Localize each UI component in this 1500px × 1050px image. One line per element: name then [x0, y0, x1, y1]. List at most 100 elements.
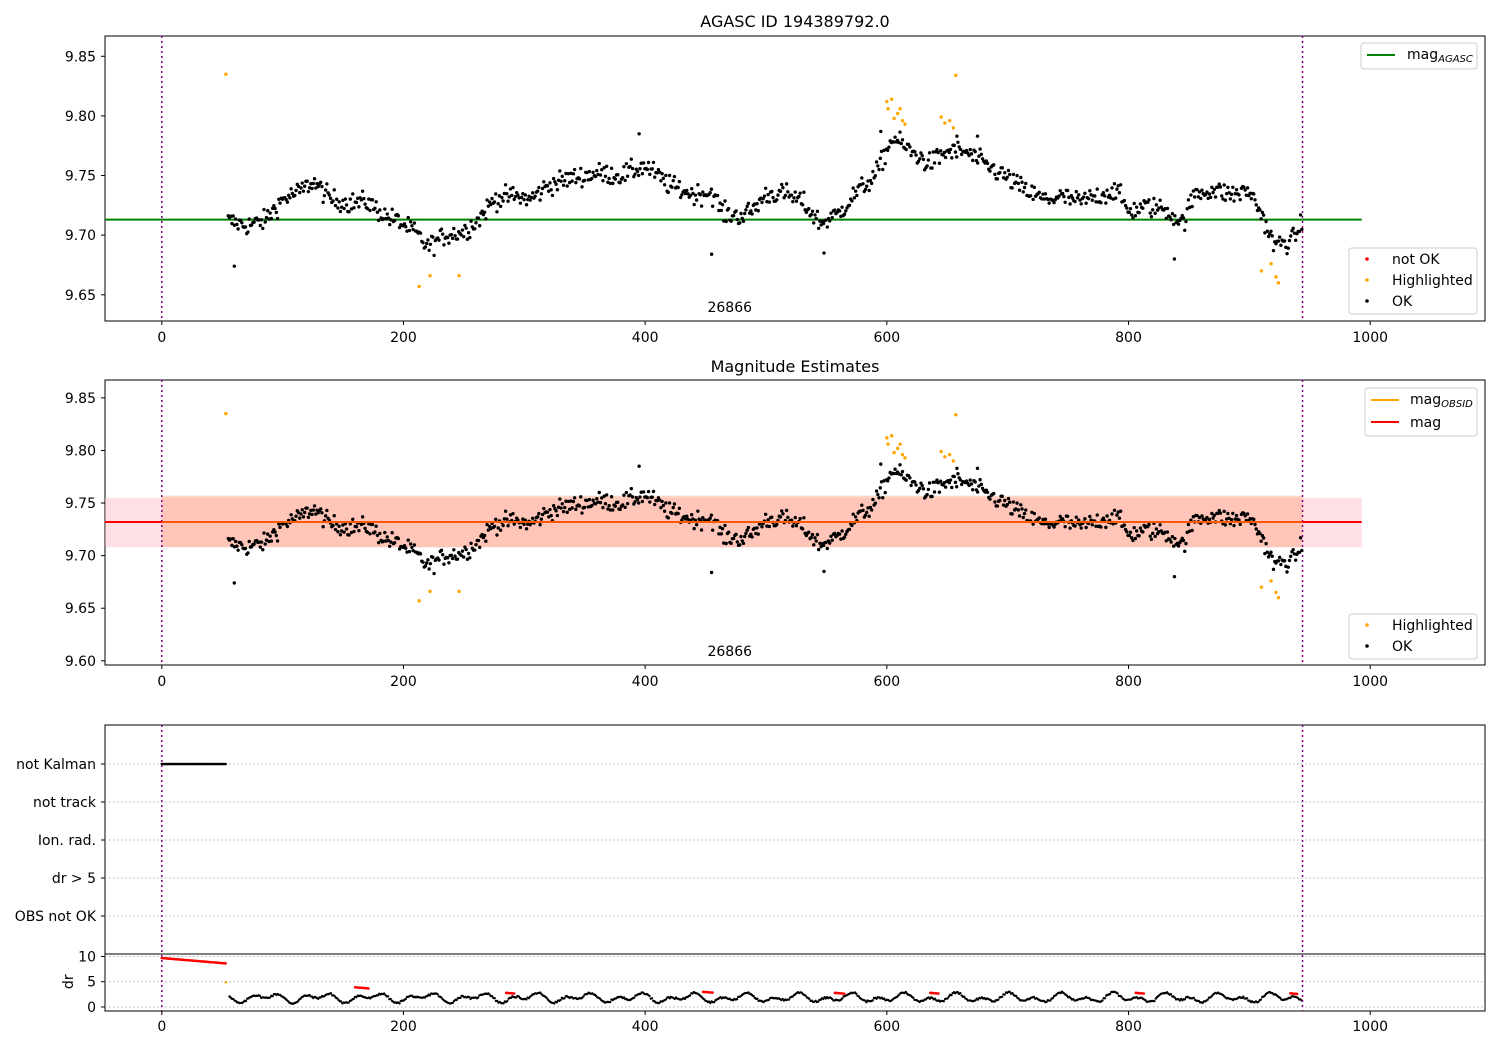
ok-point: [519, 195, 524, 200]
ok-point: [749, 532, 753, 537]
dr-point: [389, 997, 392, 1001]
ok-point: [980, 157, 985, 161]
ok-point: [412, 543, 417, 547]
ok-point: [374, 200, 378, 204]
ok-point: [1147, 198, 1151, 202]
ok-point: [1110, 512, 1114, 516]
ok-point: [743, 534, 747, 539]
ok-point: [871, 169, 875, 174]
ok-point: [1252, 192, 1256, 196]
ok-point: [492, 524, 497, 529]
ok-point: [1265, 229, 1270, 233]
dr-point: [545, 996, 548, 1000]
ok-point: [1032, 511, 1037, 516]
ok-point: [637, 173, 641, 178]
ok-point: [1137, 534, 1141, 538]
ok-point: [445, 235, 450, 240]
ok-point: [388, 544, 392, 549]
ok-point: [296, 184, 301, 189]
ok-point: [482, 533, 487, 538]
ok-point: [837, 209, 842, 213]
ok-point: [686, 192, 690, 196]
highlighted-point: [1259, 585, 1264, 589]
dr-point: [451, 1001, 454, 1005]
ok-point: [1099, 201, 1103, 205]
ok-point: [360, 515, 365, 519]
dr-point: [493, 997, 496, 1000]
ok-point: [952, 474, 956, 479]
agasc-magnitude-panel: AGASC ID 194389792.0 26866 0 200 400 600 800…: [65, 12, 1486, 346]
ok-point: [883, 161, 887, 166]
ok-point: [1104, 201, 1108, 205]
ok-point: [731, 536, 736, 541]
highlighted-point: [939, 115, 943, 119]
ok-point: [760, 200, 764, 205]
ok-point: [373, 206, 377, 211]
ok-point: [246, 551, 250, 555]
ok-point: [948, 478, 953, 482]
ok-point: [598, 173, 603, 177]
ok-point: [1067, 195, 1071, 200]
ok-point: [418, 552, 423, 556]
ok-point: [275, 539, 280, 543]
ok-point: [810, 532, 815, 537]
ok-point: [800, 203, 805, 207]
highlighted-point: [417, 284, 421, 289]
ok-point: [230, 221, 234, 226]
ok-point: [1077, 193, 1081, 197]
ok-point: [1207, 517, 1212, 522]
ok-point: [1300, 227, 1304, 232]
dr-point: [1003, 993, 1006, 996]
ok-point: [1216, 185, 1220, 189]
ok-point: [955, 466, 959, 471]
dr-not-ok-point: [1142, 992, 1146, 995]
ok-point: [661, 176, 666, 181]
ok-point: [635, 497, 640, 502]
ok-point: [311, 508, 316, 512]
ok-point: [618, 507, 622, 512]
ok-point: [781, 512, 785, 516]
ok-point: [360, 189, 365, 193]
ok-point: [767, 200, 772, 204]
ok-point: [931, 480, 935, 484]
ok-point: [969, 152, 974, 156]
ok-point: [311, 181, 316, 186]
ok-point: [1132, 201, 1136, 206]
ok-point: [1270, 554, 1274, 558]
ok-point: [310, 186, 314, 191]
ok-point: [558, 497, 562, 501]
obsid-label: 26866: [707, 644, 752, 660]
ok-point: [542, 506, 546, 511]
legend-marker-ok: [1365, 299, 1369, 303]
ok-point: [1282, 559, 1287, 563]
ok-point: [1218, 511, 1223, 515]
ok-point: [1095, 513, 1099, 517]
ok-point: [240, 542, 244, 547]
ok-point: [328, 196, 333, 201]
ok-point: [641, 490, 646, 494]
ok-point: [274, 210, 279, 215]
highlighted-point: [954, 73, 958, 78]
highlighted-point: [1259, 269, 1264, 273]
ok-point: [1276, 559, 1281, 563]
ok-point: [936, 150, 940, 155]
ok-point: [977, 484, 981, 488]
ok-point: [537, 511, 541, 516]
ok-point: [235, 544, 239, 548]
ok-point: [373, 530, 377, 534]
ok-point: [988, 169, 992, 173]
ok-point: [262, 207, 266, 212]
ok-point: [502, 191, 507, 196]
ok-point: [648, 500, 652, 504]
ok-point: [1218, 185, 1223, 189]
ok-point: [1261, 213, 1266, 217]
ok-point: [959, 482, 964, 487]
ok-point: [967, 483, 971, 488]
ok-point: [887, 476, 891, 480]
ok-point: [868, 178, 873, 183]
ok-point: [840, 205, 844, 209]
ok-point: [500, 195, 504, 200]
ok-point: [1153, 534, 1157, 539]
legend-points: not OK Highlighted OK: [1348, 247, 1478, 315]
ok-point: [286, 193, 291, 197]
